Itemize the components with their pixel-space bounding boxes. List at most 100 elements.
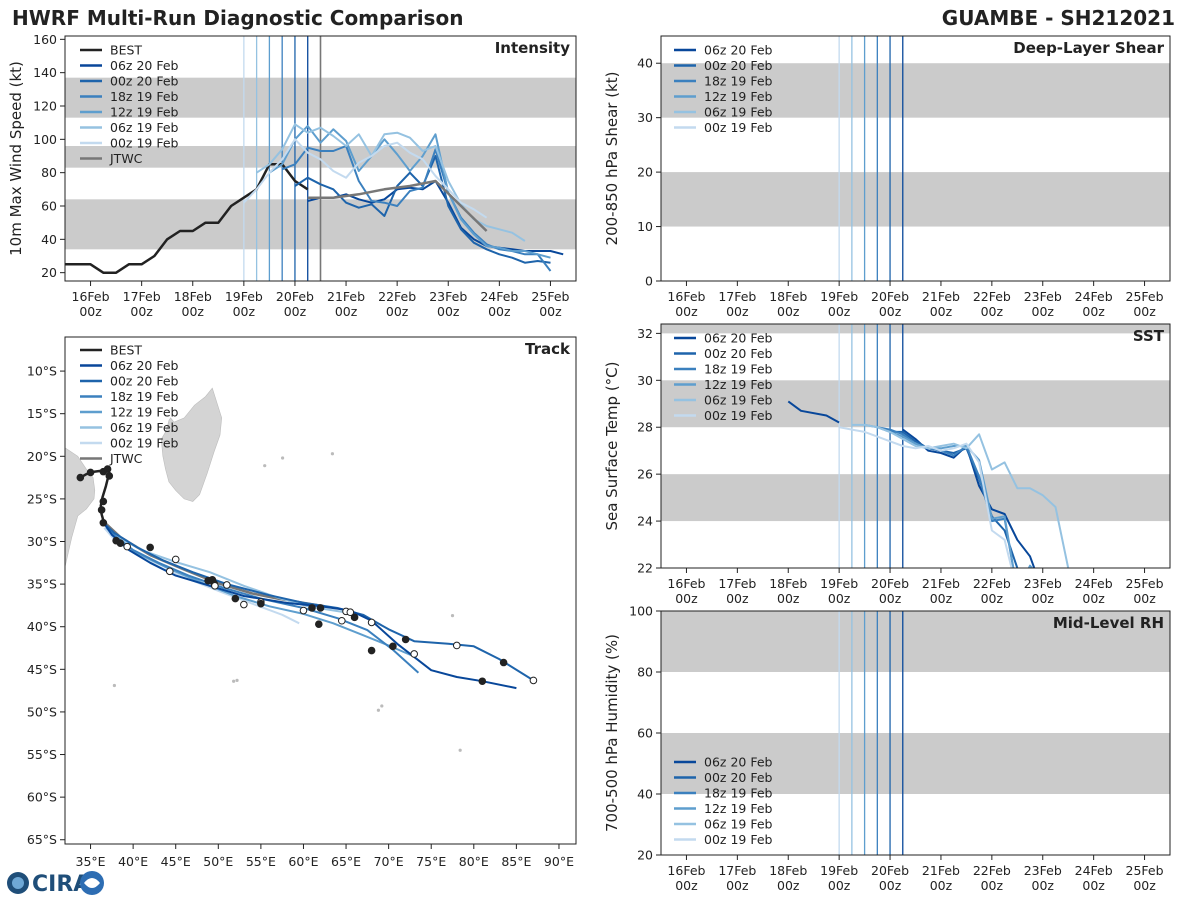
track-position-marker [308, 604, 316, 612]
sst-x-tick-label-hour: 00z [828, 591, 851, 606]
intensity-y-tick-label: 160 [33, 32, 57, 47]
track-lat-tick-label: 20°S [27, 449, 57, 464]
sst-shaded-band [661, 324, 1170, 334]
intensity-x-tick-label-date: 23Feb [429, 289, 467, 304]
shear-x-tick-label-date: 22Feb [973, 289, 1011, 304]
shear-x-tick-label-hour: 00z [981, 304, 1004, 319]
track-position-marker [211, 582, 219, 590]
intensity-y-tick-label: 120 [33, 99, 57, 114]
intensity-x-tick-label-date: 19Feb [225, 289, 263, 304]
intensity-panel: 2040608010012014016016Feb00z17Feb00z18Fe… [7, 32, 577, 319]
sst-x-tick-label-hour: 00z [879, 591, 902, 606]
track-lat-tick-label: 25°S [27, 491, 57, 506]
track-legend-label: 00z 19 Feb [110, 436, 179, 451]
rh-legend-label: 00z 20 Feb [704, 770, 773, 785]
sst-x-tick-label-date: 17Feb [718, 576, 756, 591]
track-position-marker [314, 620, 323, 628]
shear-x-tick-label-hour: 00z [879, 304, 902, 319]
rh-x-tick-label-hour: 00z [879, 878, 902, 893]
shear-x-tick-label-date: 25Feb [1126, 289, 1164, 304]
track-line-jtwc [105, 522, 325, 608]
track-legend-label: BEST [110, 343, 142, 358]
intensity-x-tick-label-date: 17Feb [123, 289, 161, 304]
island-dot [450, 614, 455, 618]
shear-x-tick-label-date: 17Feb [718, 289, 756, 304]
rh-x-tick-label-date: 25Feb [1126, 863, 1164, 878]
track-position-marker [499, 658, 508, 667]
intensity-x-tick-label-hour: 00z [539, 304, 562, 319]
intensity-x-tick-label-hour: 00z [284, 304, 307, 319]
rh-y-tick-label: 60 [637, 726, 653, 741]
rh-x-tick-label-date: 24Feb [1075, 863, 1113, 878]
track-position-marker [346, 608, 355, 617]
series-line-intensity-06z-19-feb [256, 123, 526, 242]
rh-legend-label: 06z 19 Feb [704, 817, 773, 832]
shear-y-tick-label: 40 [637, 56, 653, 71]
intensity-y-tick-label: 140 [33, 65, 57, 80]
shear-x-tick-label-date: 16Feb [667, 289, 705, 304]
series-line-intensity-12z-19-feb [268, 125, 551, 259]
sst-shaded-band [661, 474, 1170, 522]
track-position-marker [350, 613, 359, 622]
intensity-x-tick-label-date: 25Feb [531, 289, 569, 304]
track-line-06z-20-feb [103, 523, 517, 690]
sst-x-tick-label-date: 25Feb [1126, 576, 1164, 591]
intensity-x-tick-label-hour: 00z [130, 304, 153, 319]
sst-x-tick-label-hour: 00z [777, 591, 800, 606]
shear-legend-label: 00z 20 Feb [704, 58, 773, 73]
track-lon-tick-label: 80°E [459, 854, 489, 869]
rh-x-tick-label-hour: 00z [930, 878, 953, 893]
intensity-y-axis-label: 10m Max Wind Speed (kt) [7, 61, 25, 256]
intensity-x-tick-label-date: 16Feb [72, 289, 110, 304]
intensity-panel-title: Intensity [495, 39, 571, 57]
intensity-legend-label: 00z 19 Feb [110, 136, 179, 151]
track-lat-tick-label: 30°S [27, 534, 57, 549]
track-lat-tick-label: 35°S [27, 577, 57, 592]
sst-x-tick-label-date: 23Feb [1024, 576, 1062, 591]
sst-y-tick-label: 22 [637, 561, 653, 576]
rh-x-tick-label-hour: 00z [777, 878, 800, 893]
shear-x-tick-label-date: 24Feb [1075, 289, 1113, 304]
rh-x-tick-label-date: 19Feb [820, 863, 858, 878]
storm-id: GUAMBE - SH212021 [942, 6, 1175, 30]
series-line-intensity-best [65, 163, 309, 274]
series-line-sst-06z-20-feb-segment [787, 400, 840, 424]
track-position-marker [240, 600, 248, 609]
intensity-x-tick-label-hour: 00z [182, 304, 205, 319]
rh-legend-label: 12z 19 Feb [704, 801, 773, 816]
rh-legend-label: 18z 19 Feb [704, 786, 773, 801]
track-lat-tick-label: 50°S [27, 704, 57, 719]
track-lon-tick-label: 85°E [501, 854, 531, 869]
track-panel: 10°S 15°S 20°S 25°S 30°S 35°S 40°S 45°S 50°S 55°S… [27, 336, 577, 869]
intensity-x-tick-label-date: 22Feb [378, 289, 416, 304]
intensity-plot-area [65, 36, 576, 281]
landmass-mozambique [65, 447, 96, 568]
track-lon-tick-label: 45°E [161, 854, 191, 869]
track-position-marker [337, 616, 346, 625]
rh-x-tick-label-hour: 00z [981, 878, 1004, 893]
shear-x-tick-label-hour: 00z [1082, 304, 1105, 319]
sst-x-tick-label-date: 16Feb [667, 576, 705, 591]
track-position-marker [257, 599, 265, 608]
intensity-x-tick-label-hour: 00z [386, 304, 409, 319]
sst-legend-label: 00z 20 Feb [704, 346, 773, 361]
intensity-y-tick-label: 20 [41, 265, 57, 280]
figure-title: HWRF Multi-Run Diagnostic Comparison [12, 6, 463, 30]
track-position-marker [105, 472, 114, 480]
sst-x-tick-label-date: 20Feb [871, 576, 909, 591]
intensity-y-tick-label: 100 [33, 132, 57, 147]
intensity-legend-label: 06z 20 Feb [110, 58, 179, 73]
track-line-00z-20-feb [103, 522, 534, 682]
sst-panel-title: SST [1133, 327, 1165, 345]
intensity-y-tick-label: 40 [41, 232, 57, 247]
shear-x-tick-label-date: 23Feb [1024, 289, 1062, 304]
track-position-marker [99, 518, 108, 527]
rh-legend-label: 00z 19 Feb [704, 832, 773, 847]
track-lat-tick-label: 45°S [27, 662, 57, 677]
shear-legend-label: 06z 19 Feb [704, 105, 773, 120]
track-position-marker [452, 641, 461, 650]
sst-legend-label: 12z 19 Feb [704, 377, 773, 392]
